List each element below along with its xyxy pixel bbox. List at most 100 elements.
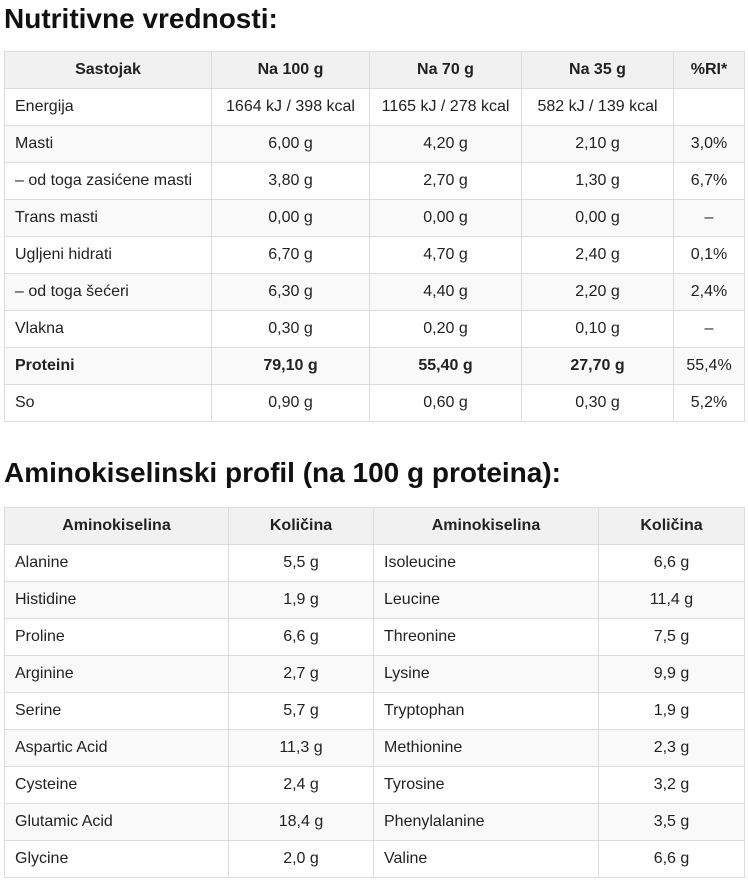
amino-acid-amount: 1,9 g bbox=[598, 692, 745, 730]
nutrient-name: Vlakna bbox=[4, 310, 212, 348]
nutrient-name: Masti bbox=[4, 125, 212, 163]
table-row: Alanine 5,5 g Isoleucine 6,6 g bbox=[4, 544, 745, 582]
amino-acid-name: Alanine bbox=[4, 544, 229, 582]
amino-acid-name: Serine bbox=[4, 692, 229, 730]
value-per-100g: 6,30 g bbox=[211, 273, 370, 311]
table-row: Energija 1664 kJ / 398 kcal 1165 kJ / 27… bbox=[4, 88, 745, 126]
value-per-70g: 4,40 g bbox=[369, 273, 522, 311]
value-per-70g: 4,70 g bbox=[369, 236, 522, 274]
amino-acid-name: Arginine bbox=[4, 655, 229, 693]
amino-acid-amount: 6,6 g bbox=[598, 840, 745, 878]
col-header-per-35g: Na 35 g bbox=[521, 51, 674, 89]
table-row: Serine 5,7 g Tryptophan 1,9 g bbox=[4, 692, 745, 730]
value-per-35g: 0,30 g bbox=[521, 384, 674, 422]
value-per-35g: 2,40 g bbox=[521, 236, 674, 274]
amino-acid-name: Tryptophan bbox=[373, 692, 599, 730]
amino-acid-name: Glutamic Acid bbox=[4, 803, 229, 841]
col-header-per-100g: Na 100 g bbox=[211, 51, 370, 89]
table-row: Proline 6,6 g Threonine 7,5 g bbox=[4, 618, 745, 656]
amino-acid-name: Leucine bbox=[373, 581, 599, 619]
amino-acid-name: Threonine bbox=[373, 618, 599, 656]
value-per-70g: 55,40 g bbox=[369, 347, 522, 385]
table-row: Glutamic Acid 18,4 g Phenylalanine 3,5 g bbox=[4, 803, 745, 841]
amino-acid-amount: 5,5 g bbox=[228, 544, 374, 582]
amino-acid-name: Glycine bbox=[4, 840, 229, 878]
value-per-100g: 6,00 g bbox=[211, 125, 370, 163]
table-row: – od toga zasićene masti 3,80 g 2,70 g 1… bbox=[4, 162, 745, 200]
value-per-100g: 0,90 g bbox=[211, 384, 370, 422]
value-per-100g: 1664 kJ / 398 kcal bbox=[211, 88, 370, 126]
value-per-100g: 0,00 g bbox=[211, 199, 370, 237]
amino-acid-name: Phenylalanine bbox=[373, 803, 599, 841]
amino-acid-amount: 2,0 g bbox=[228, 840, 374, 878]
amino-acid-name: Tyrosine bbox=[373, 766, 599, 804]
value-per-35g: 27,70 g bbox=[521, 347, 674, 385]
col-header-per-70g: Na 70 g bbox=[369, 51, 522, 89]
value-per-70g: 1165 kJ / 278 kcal bbox=[369, 88, 522, 126]
amino-acid-amount: 11,3 g bbox=[228, 729, 374, 767]
value-ri: 55,4% bbox=[673, 347, 745, 385]
value-per-100g: 6,70 g bbox=[211, 236, 370, 274]
table-row: Histidine 1,9 g Leucine 11,4 g bbox=[4, 581, 745, 619]
amino-acid-amount: 2,7 g bbox=[228, 655, 374, 693]
value-per-35g: 0,10 g bbox=[521, 310, 674, 348]
value-ri: 0,1% bbox=[673, 236, 745, 274]
table-row: Proteini 79,10 g 55,40 g 27,70 g 55,4% bbox=[4, 347, 745, 385]
value-ri: 3,0% bbox=[673, 125, 745, 163]
amino-acid-amount: 7,5 g bbox=[598, 618, 745, 656]
value-ri bbox=[673, 88, 745, 126]
amino-heading: Aminokiselinski profil (na 100 g protein… bbox=[4, 457, 561, 488]
amino-acid-name: Histidine bbox=[4, 581, 229, 619]
amino-acid-amount: 6,6 g bbox=[598, 544, 745, 582]
amino-acid-name: Aspartic Acid bbox=[4, 729, 229, 767]
col-header-amino-acid: Aminokiselina bbox=[4, 507, 229, 545]
amino-acid-amount: 11,4 g bbox=[598, 581, 745, 619]
nutrition-table: Sastojak Na 100 g Na 70 g Na 35 g %RI* E… bbox=[4, 51, 745, 422]
amino-table: Aminokiselina Količina Aminokiselina Kol… bbox=[4, 507, 745, 878]
value-per-100g: 0,30 g bbox=[211, 310, 370, 348]
value-per-35g: 1,30 g bbox=[521, 162, 674, 200]
amino-acid-amount: 3,5 g bbox=[598, 803, 745, 841]
table-row: Glycine 2,0 g Valine 6,6 g bbox=[4, 840, 745, 878]
nutrient-name: So bbox=[4, 384, 212, 422]
amino-acid-name: Cysteine bbox=[4, 766, 229, 804]
table-row: Ugljeni hidrati 6,70 g 4,70 g 2,40 g 0,1… bbox=[4, 236, 745, 274]
nutrient-name: – od toga zasićene masti bbox=[4, 162, 212, 200]
value-per-35g: 0,00 g bbox=[521, 199, 674, 237]
value-per-100g: 3,80 g bbox=[211, 162, 370, 200]
value-ri: 2,4% bbox=[673, 273, 745, 311]
value-per-35g: 2,20 g bbox=[521, 273, 674, 311]
amino-acid-amount: 6,6 g bbox=[228, 618, 374, 656]
amino-acid-amount: 3,2 g bbox=[598, 766, 745, 804]
col-header-ingredient: Sastojak bbox=[4, 51, 212, 89]
amino-acid-name: Methionine bbox=[373, 729, 599, 767]
col-header-amino-acid: Aminokiselina bbox=[373, 507, 599, 545]
nutrient-name: – od toga šećeri bbox=[4, 273, 212, 311]
table-row: Cysteine 2,4 g Tyrosine 3,2 g bbox=[4, 766, 745, 804]
value-per-35g: 2,10 g bbox=[521, 125, 674, 163]
table-row: Trans masti 0,00 g 0,00 g 0,00 g – bbox=[4, 199, 745, 237]
value-per-70g: 0,60 g bbox=[369, 384, 522, 422]
value-per-70g: 0,20 g bbox=[369, 310, 522, 348]
amino-acid-amount: 5,7 g bbox=[228, 692, 374, 730]
value-ri: – bbox=[673, 310, 745, 348]
nutrient-name: Ugljeni hidrati bbox=[4, 236, 212, 274]
amino-acid-amount: 2,3 g bbox=[598, 729, 745, 767]
value-per-70g: 0,00 g bbox=[369, 199, 522, 237]
table-row: Vlakna 0,30 g 0,20 g 0,10 g – bbox=[4, 310, 745, 348]
value-ri: 5,2% bbox=[673, 384, 745, 422]
value-per-35g: 582 kJ / 139 kcal bbox=[521, 88, 674, 126]
col-header-ri: %RI* bbox=[673, 51, 745, 89]
value-per-100g: 79,10 g bbox=[211, 347, 370, 385]
amino-acid-amount: 18,4 g bbox=[228, 803, 374, 841]
nutrient-name: Energija bbox=[4, 88, 212, 126]
nutrition-header-row: Sastojak Na 100 g Na 70 g Na 35 g %RI* bbox=[4, 51, 745, 89]
nutrition-heading: Nutritivne vrednosti: bbox=[4, 3, 278, 34]
nutrient-name: Trans masti bbox=[4, 199, 212, 237]
col-header-amount: Količina bbox=[228, 507, 374, 545]
amino-acid-name: Lysine bbox=[373, 655, 599, 693]
value-ri: 6,7% bbox=[673, 162, 745, 200]
value-ri: – bbox=[673, 199, 745, 237]
table-row: Masti 6,00 g 4,20 g 2,10 g 3,0% bbox=[4, 125, 745, 163]
